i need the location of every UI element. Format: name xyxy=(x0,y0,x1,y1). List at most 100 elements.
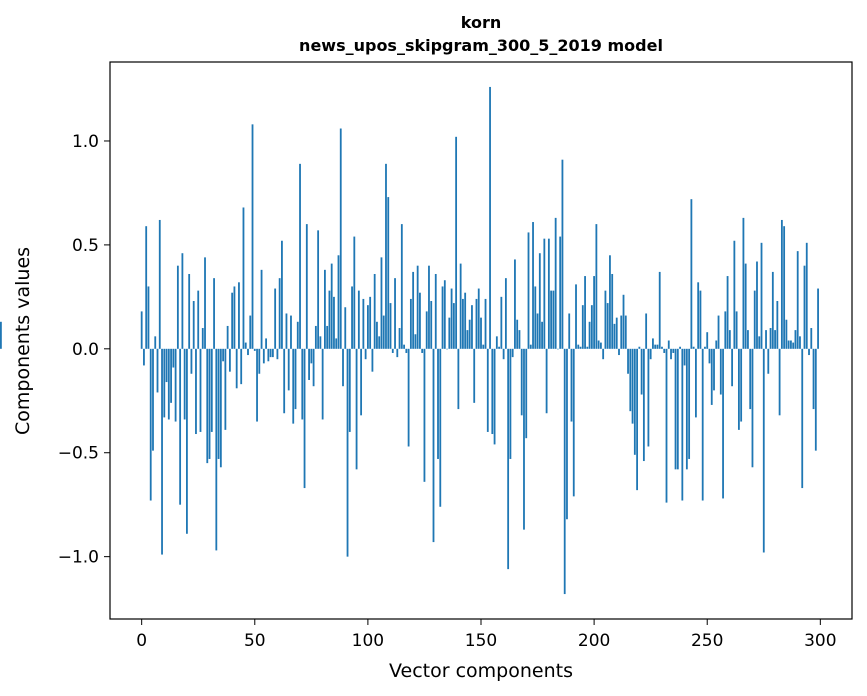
y-tick-label: 0.0 xyxy=(72,340,99,360)
bar xyxy=(271,348,274,358)
bar xyxy=(747,330,749,349)
x-axis-label: Vector components xyxy=(389,660,573,682)
bar xyxy=(731,348,734,387)
bar xyxy=(566,348,568,520)
bar xyxy=(414,334,417,349)
bar xyxy=(423,348,426,482)
bar xyxy=(267,348,270,362)
bar xyxy=(317,230,320,349)
bar xyxy=(443,280,446,349)
bar xyxy=(147,286,150,349)
bar xyxy=(396,348,399,358)
bar xyxy=(572,348,575,497)
bar xyxy=(817,288,819,349)
bar xyxy=(482,344,485,349)
bar xyxy=(351,286,353,349)
bar xyxy=(278,278,281,349)
bar xyxy=(543,238,546,349)
bar xyxy=(398,328,401,349)
bar xyxy=(559,236,562,349)
bar xyxy=(642,348,645,462)
bar xyxy=(536,313,539,349)
bar xyxy=(742,217,745,349)
bar xyxy=(500,296,503,349)
bar xyxy=(647,348,650,447)
bar xyxy=(434,273,437,349)
bar xyxy=(466,330,469,349)
bar xyxy=(244,342,247,349)
bar xyxy=(292,348,295,424)
bar xyxy=(769,328,772,349)
bar xyxy=(208,348,211,459)
bar xyxy=(337,255,340,349)
bar xyxy=(149,348,152,501)
bar xyxy=(491,348,494,435)
bar xyxy=(199,348,202,432)
bar xyxy=(464,292,467,349)
bar xyxy=(676,348,679,470)
bar xyxy=(219,348,222,468)
bar xyxy=(233,286,236,349)
bar xyxy=(296,321,299,349)
bar xyxy=(210,348,213,432)
bar xyxy=(0,321,2,349)
bar xyxy=(563,348,566,595)
bar xyxy=(749,348,752,410)
bar xyxy=(685,348,688,470)
bar xyxy=(412,271,415,349)
bar xyxy=(622,294,625,349)
bar xyxy=(183,348,186,420)
bar xyxy=(728,330,731,349)
bar xyxy=(735,311,738,349)
bar xyxy=(498,346,500,349)
bar xyxy=(439,348,442,507)
bar xyxy=(287,348,290,391)
bar xyxy=(609,255,611,349)
bar xyxy=(299,163,301,349)
bar xyxy=(554,217,557,349)
bar xyxy=(242,207,245,349)
bar xyxy=(290,315,292,349)
bar xyxy=(421,348,424,353)
x-axis-ticks: 0 50 100 150 200 250 300 xyxy=(136,619,837,651)
bar xyxy=(226,325,229,349)
bar xyxy=(247,348,249,356)
bar xyxy=(713,348,715,391)
bar xyxy=(645,313,648,349)
bar xyxy=(432,348,435,543)
bar xyxy=(679,346,681,349)
bar xyxy=(405,348,408,353)
bar xyxy=(362,298,365,349)
bar xyxy=(179,348,182,505)
bar xyxy=(324,269,326,349)
bar xyxy=(658,271,661,349)
bar xyxy=(371,348,374,372)
bar xyxy=(301,348,304,420)
bar xyxy=(688,348,691,459)
bar xyxy=(389,303,392,349)
y-tick-label: −1.0 xyxy=(58,548,99,568)
bar xyxy=(541,321,543,349)
bar xyxy=(366,305,369,349)
bar xyxy=(172,348,175,368)
bar xyxy=(228,348,231,372)
bar xyxy=(661,346,663,349)
bar xyxy=(373,273,376,349)
bar xyxy=(579,346,582,349)
bar xyxy=(796,251,799,349)
bar xyxy=(654,344,657,349)
bar xyxy=(597,340,600,349)
bar xyxy=(455,136,458,349)
bar xyxy=(201,328,204,349)
bar xyxy=(314,325,317,349)
bar xyxy=(532,222,534,349)
y-tick-label: −0.5 xyxy=(58,444,99,464)
bar xyxy=(428,265,430,349)
bar xyxy=(441,286,444,349)
bar xyxy=(527,232,530,349)
bar xyxy=(387,197,390,349)
bar xyxy=(595,224,598,349)
bar xyxy=(602,348,605,360)
bar xyxy=(303,348,306,489)
